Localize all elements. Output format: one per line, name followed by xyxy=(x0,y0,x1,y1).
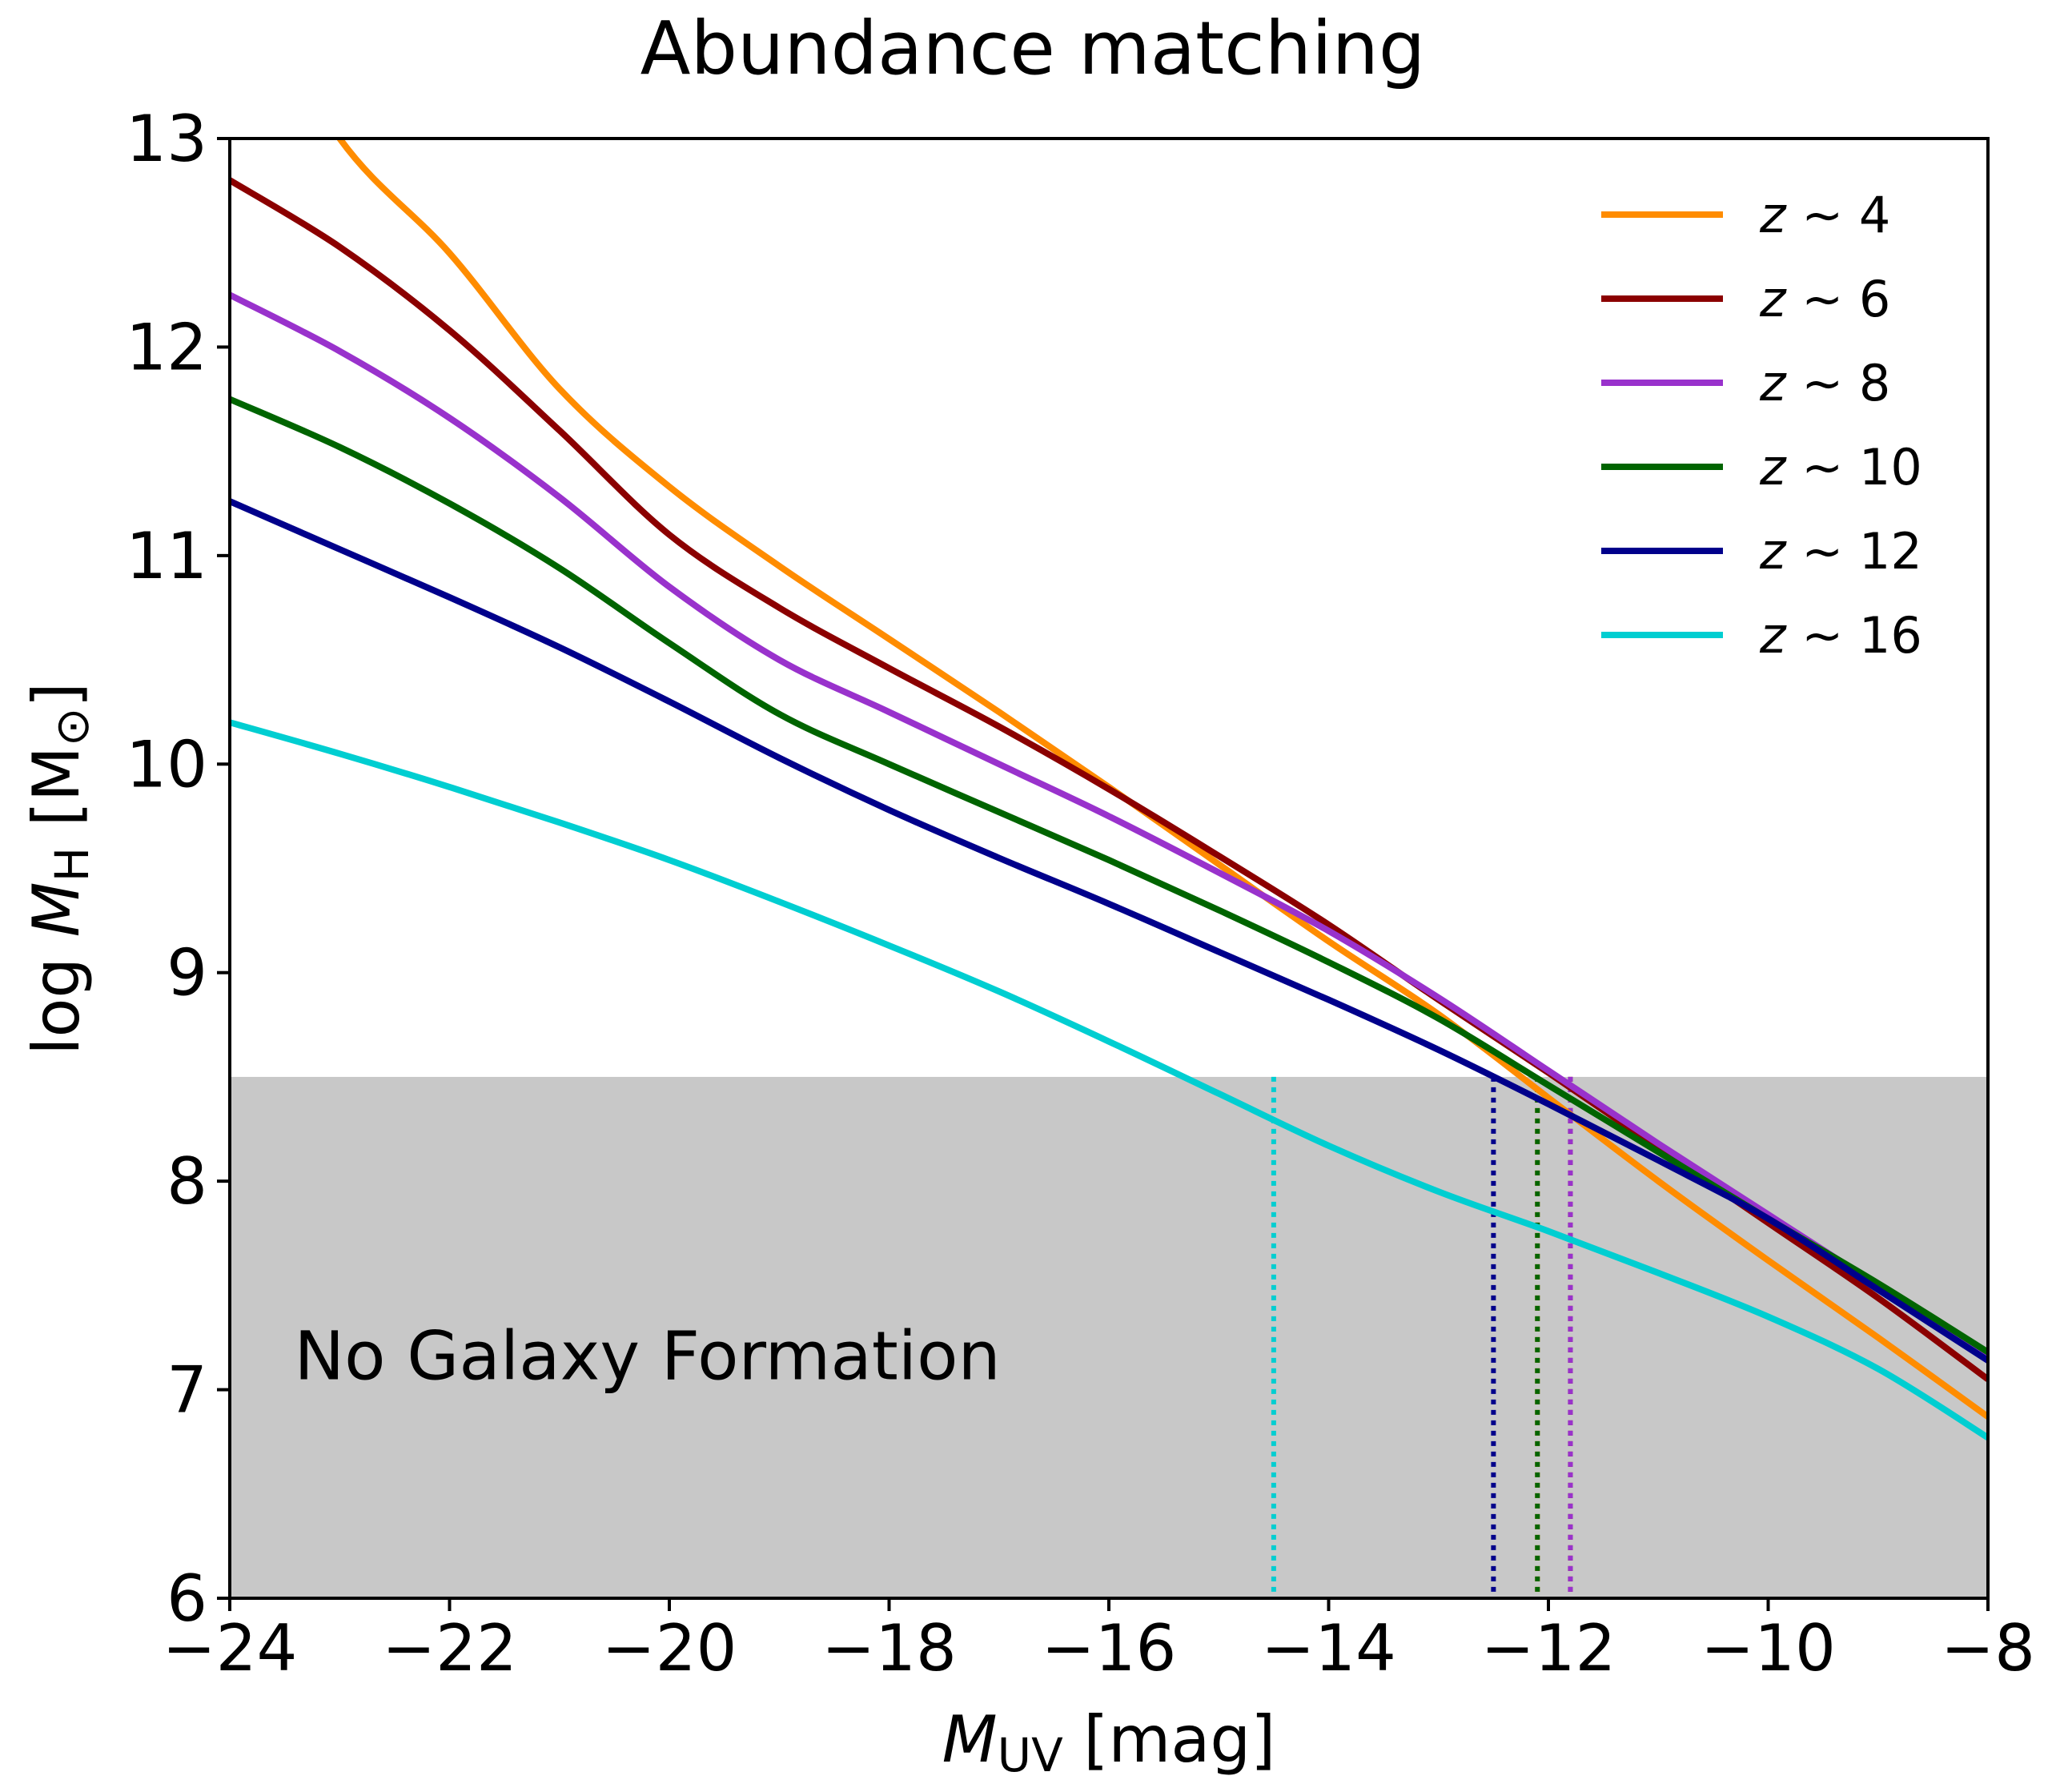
series-line-z4 xyxy=(335,139,1988,1420)
y-tick-label: 13 xyxy=(126,102,207,176)
y-tick-label: 10 xyxy=(126,727,207,802)
x-tick-label: −12 xyxy=(1481,1611,1616,1686)
legend: z ∼ 4 z ∼ 6 z ∼ 8 z ∼ 10 z ∼ 12 z ∼ 16 xyxy=(1601,186,1922,665)
x-tick-label: −8 xyxy=(1941,1611,2035,1686)
x-axis-label: MUV [mag] xyxy=(942,1702,1276,1782)
series-line-z12 xyxy=(230,498,1988,1364)
legend-label-z6: z ∼ 6 xyxy=(1759,270,1890,328)
y-tick-label: 11 xyxy=(126,519,207,593)
y-tick-label: 7 xyxy=(167,1353,207,1428)
x-tick-label: −22 xyxy=(382,1611,517,1686)
y-tick-label: 6 xyxy=(167,1561,207,1636)
x-tick-label: −10 xyxy=(1701,1611,1836,1686)
x-tick-label: −20 xyxy=(602,1611,737,1686)
legend-label-z16: z ∼ 16 xyxy=(1759,606,1922,665)
series-line-z10 xyxy=(230,396,1988,1356)
series-line-z8 xyxy=(230,291,1988,1360)
legend-label-z10: z ∼ 10 xyxy=(1759,438,1922,496)
legend-label-z8: z ∼ 8 xyxy=(1759,354,1890,412)
x-tick-label: −16 xyxy=(1042,1611,1177,1686)
series-line-z16 xyxy=(230,719,1988,1440)
legend-label-z12: z ∼ 12 xyxy=(1759,522,1922,581)
legend-label-z4: z ∼ 4 xyxy=(1759,186,1890,244)
y-tick-label: 12 xyxy=(126,310,207,384)
x-tick-label: −24 xyxy=(163,1611,298,1686)
region-label: No Galaxy Formation xyxy=(294,1317,1000,1396)
x-tick-label: −14 xyxy=(1261,1611,1396,1686)
chart-title: Abundance matching xyxy=(641,6,1426,91)
y-tick-label: 9 xyxy=(167,936,207,1011)
y-tick-label: 8 xyxy=(167,1144,207,1219)
y-axis-label: log MH [M⊙] xyxy=(19,682,99,1055)
x-tick-label: −18 xyxy=(821,1611,957,1686)
